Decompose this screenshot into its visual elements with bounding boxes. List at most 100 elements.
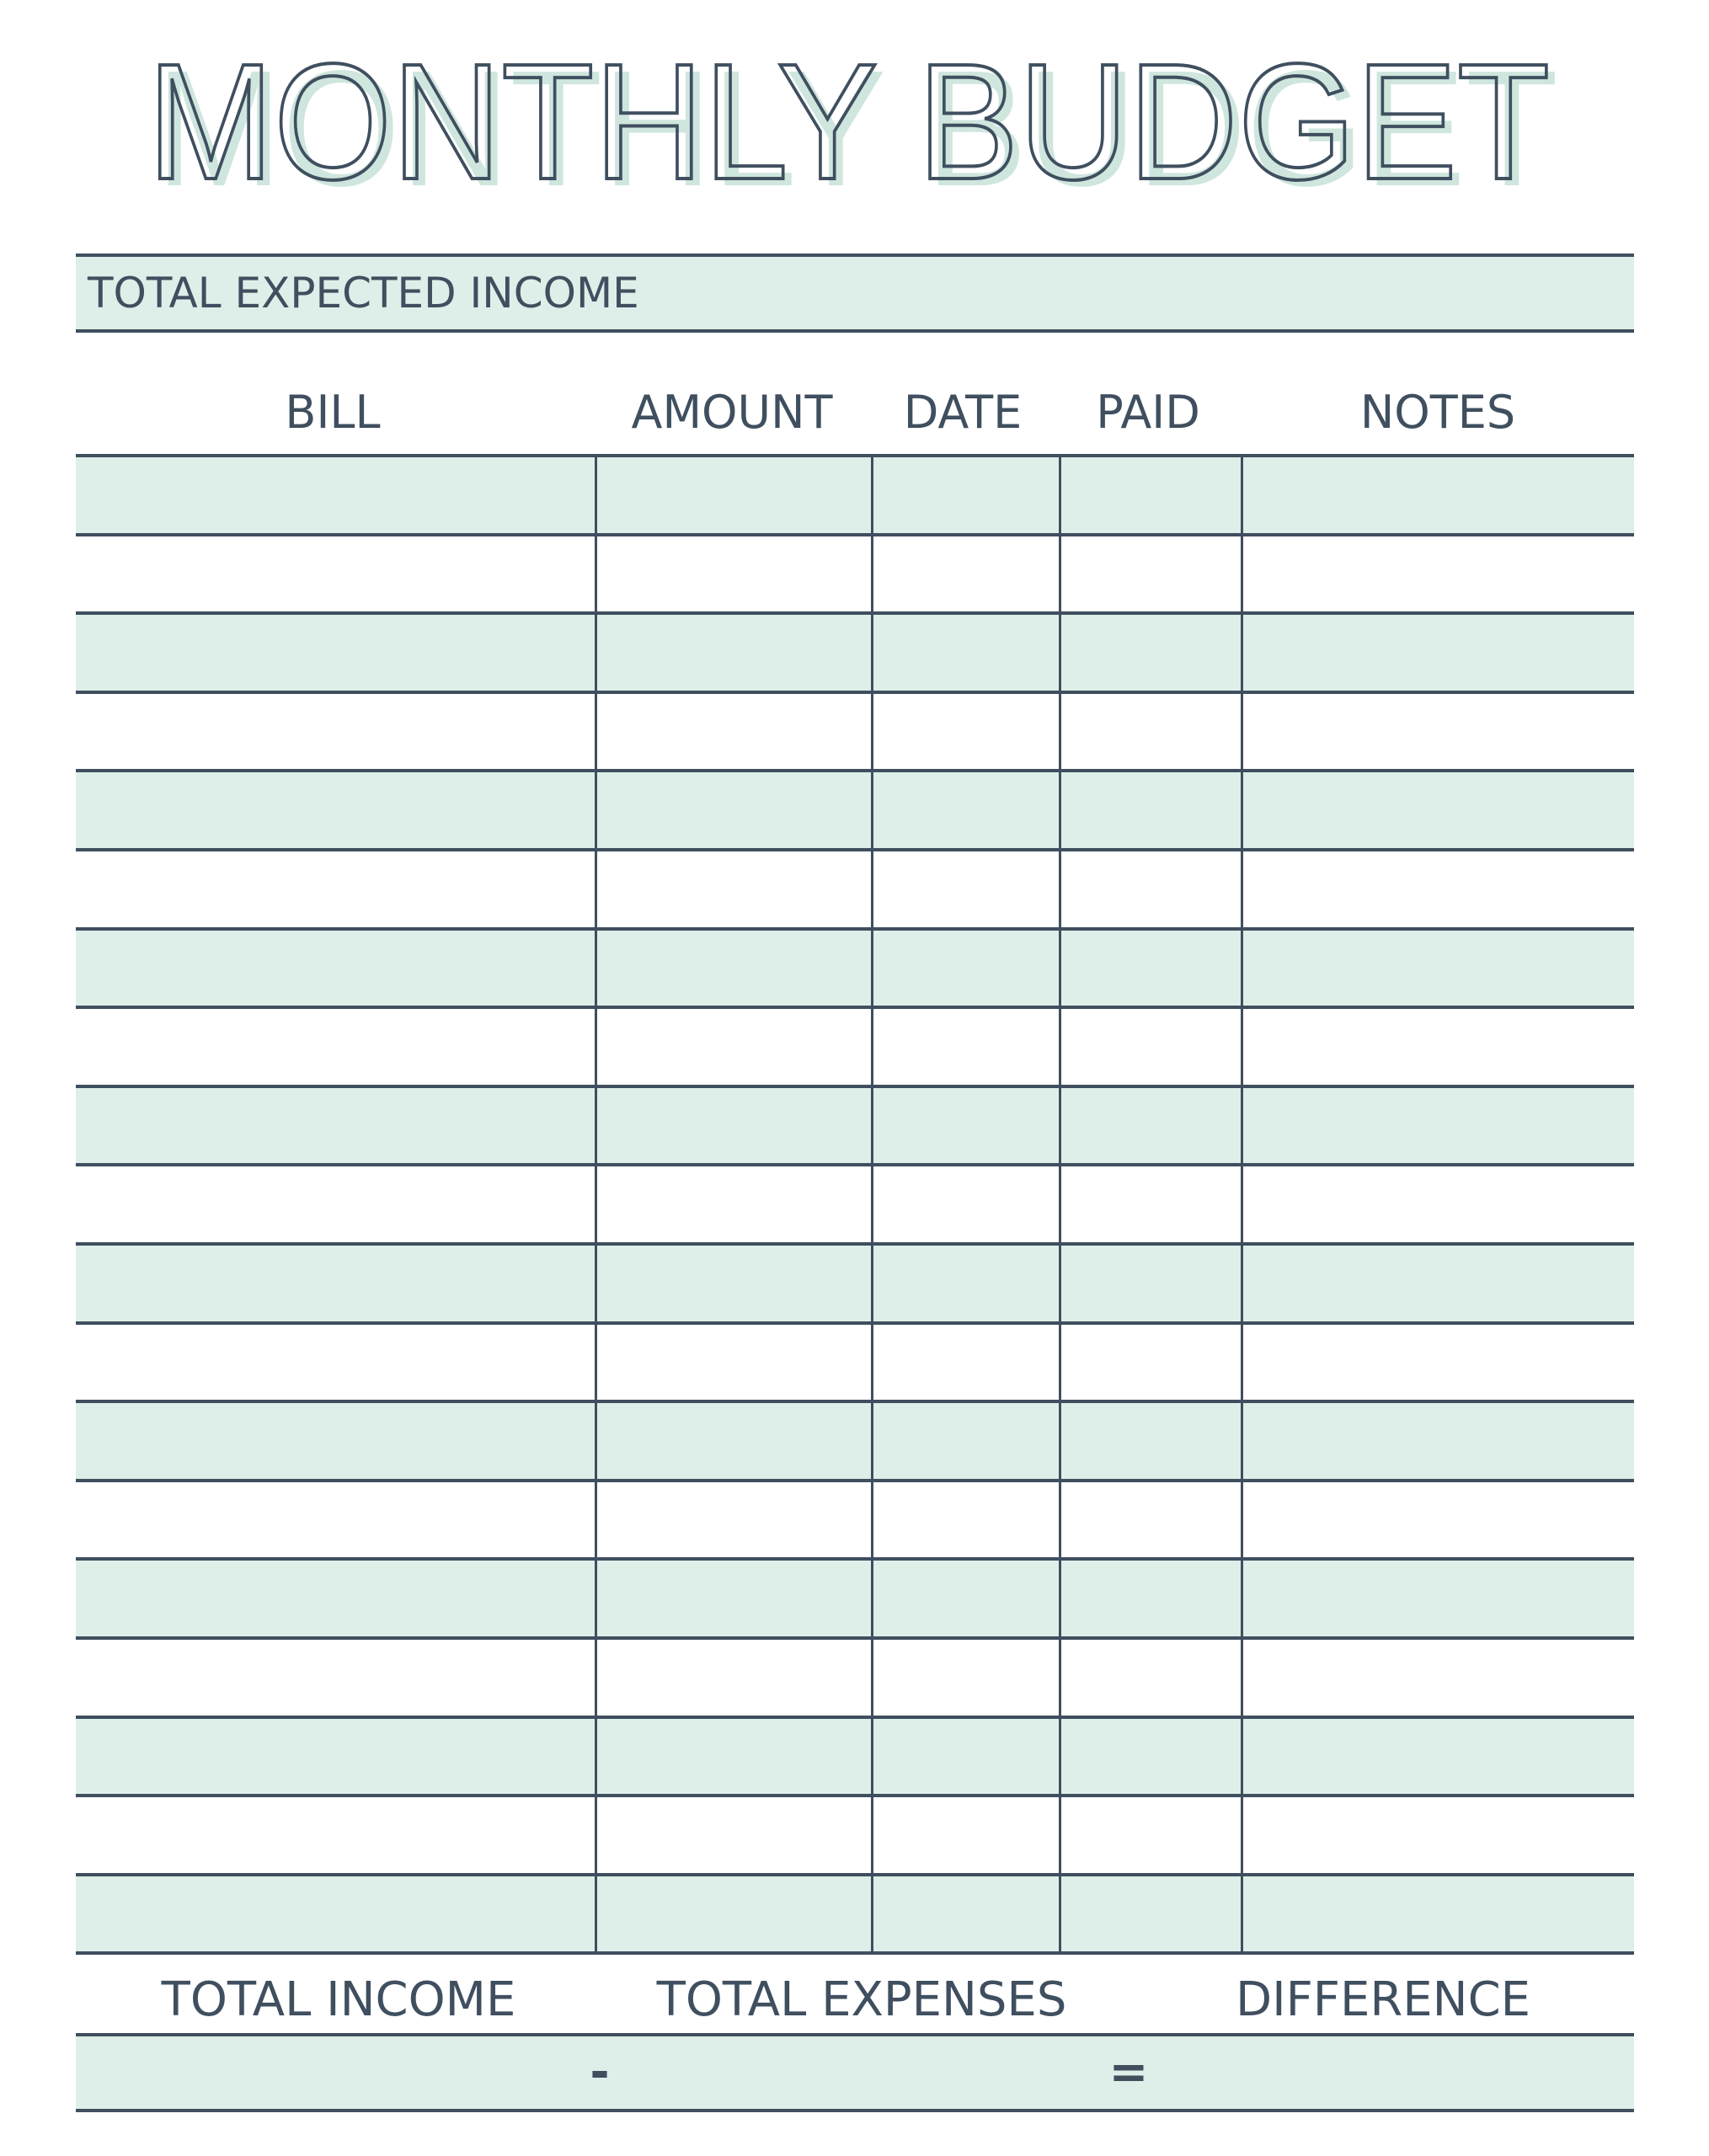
notes-cell[interactable]: [1242, 1246, 1634, 1321]
bill-cell[interactable]: [76, 457, 595, 533]
column-header-date: DATE: [903, 386, 1023, 439]
paid-cell[interactable]: [1060, 615, 1242, 691]
bill-cell[interactable]: [76, 851, 595, 927]
date-cell[interactable]: [872, 615, 1060, 691]
amount-cell[interactable]: [595, 931, 872, 1006]
notes-cell[interactable]: [1242, 615, 1634, 691]
date-cell[interactable]: [872, 1325, 1060, 1401]
date-cell[interactable]: [872, 1482, 1060, 1558]
totals-field[interactable]: - =: [76, 2033, 1634, 2112]
notes-cell[interactable]: [1242, 772, 1634, 848]
amount-cell[interactable]: [595, 772, 872, 848]
paid-cell[interactable]: [1060, 1088, 1242, 1164]
paid-cell[interactable]: [1060, 1009, 1242, 1085]
amount-cell[interactable]: [595, 1719, 872, 1795]
amount-cell[interactable]: [595, 615, 872, 691]
amount-cell[interactable]: [595, 1403, 872, 1479]
notes-cell[interactable]: [1242, 1719, 1634, 1795]
paid-cell[interactable]: [1060, 1325, 1242, 1401]
paid-cell[interactable]: [1060, 1403, 1242, 1479]
amount-cell[interactable]: [595, 1640, 872, 1716]
date-cell[interactable]: [872, 772, 1060, 848]
date-cell[interactable]: [872, 1088, 1060, 1164]
notes-cell[interactable]: [1242, 1166, 1634, 1242]
bill-cell[interactable]: [76, 1797, 595, 1873]
notes-cell[interactable]: [1242, 1088, 1634, 1164]
amount-cell[interactable]: [595, 694, 872, 770]
date-cell[interactable]: [872, 1876, 1060, 1952]
date-cell[interactable]: [872, 1640, 1060, 1716]
amount-cell[interactable]: [595, 1797, 872, 1873]
date-cell[interactable]: [872, 1403, 1060, 1479]
date-cell[interactable]: [872, 851, 1060, 927]
notes-cell[interactable]: [1242, 1876, 1634, 1952]
bill-cell[interactable]: [76, 772, 595, 848]
date-cell[interactable]: [872, 1166, 1060, 1242]
paid-cell[interactable]: [1060, 457, 1242, 533]
notes-cell[interactable]: [1242, 1482, 1634, 1558]
paid-cell[interactable]: [1060, 1876, 1242, 1952]
bill-cell[interactable]: [76, 1719, 595, 1795]
date-cell[interactable]: [872, 1797, 1060, 1873]
notes-cell[interactable]: [1242, 931, 1634, 1006]
date-cell[interactable]: [872, 694, 1060, 770]
paid-cell[interactable]: [1060, 1246, 1242, 1321]
bill-cell[interactable]: [76, 615, 595, 691]
notes-cell[interactable]: [1242, 1009, 1634, 1085]
notes-cell[interactable]: [1242, 1325, 1634, 1401]
amount-cell[interactable]: [595, 851, 872, 927]
amount-cell[interactable]: [595, 1325, 872, 1401]
paid-cell[interactable]: [1060, 1719, 1242, 1795]
bill-cell[interactable]: [76, 931, 595, 1006]
amount-cell[interactable]: [595, 1009, 872, 1085]
amount-cell[interactable]: [595, 1088, 872, 1164]
paid-cell[interactable]: [1060, 1561, 1242, 1636]
amount-cell[interactable]: [595, 1482, 872, 1558]
date-cell[interactable]: [872, 1719, 1060, 1795]
bill-cell[interactable]: [76, 1640, 595, 1716]
notes-cell[interactable]: [1242, 457, 1634, 533]
notes-cell[interactable]: [1242, 1561, 1634, 1636]
paid-cell[interactable]: [1060, 1166, 1242, 1242]
notes-cell[interactable]: [1242, 1640, 1634, 1716]
paid-cell[interactable]: [1060, 1482, 1242, 1558]
bill-cell[interactable]: [76, 694, 595, 770]
amount-cell[interactable]: [595, 536, 872, 612]
notes-cell[interactable]: [1242, 694, 1634, 770]
notes-cell[interactable]: [1242, 851, 1634, 927]
bill-cell[interactable]: [76, 536, 595, 612]
date-cell[interactable]: [872, 1561, 1060, 1636]
amount-cell[interactable]: [595, 1166, 872, 1242]
amount-cell[interactable]: [595, 457, 872, 533]
date-cell[interactable]: [872, 536, 1060, 612]
notes-cell[interactable]: [1242, 1797, 1634, 1873]
bill-cell[interactable]: [76, 1403, 595, 1479]
date-cell[interactable]: [872, 931, 1060, 1006]
bill-cell[interactable]: [76, 1166, 595, 1242]
bill-cell[interactable]: [76, 1009, 595, 1085]
total-expected-income-field[interactable]: TOTAL EXPECTED INCOME: [76, 253, 1634, 333]
paid-cell[interactable]: [1060, 1640, 1242, 1716]
table-row: [76, 690, 1634, 770]
notes-cell[interactable]: [1242, 536, 1634, 612]
amount-cell[interactable]: [595, 1246, 872, 1321]
bill-cell[interactable]: [76, 1482, 595, 1558]
amount-cell[interactable]: [595, 1876, 872, 1952]
amount-cell[interactable]: [595, 1561, 872, 1636]
paid-cell[interactable]: [1060, 1797, 1242, 1873]
paid-cell[interactable]: [1060, 694, 1242, 770]
paid-cell[interactable]: [1060, 851, 1242, 927]
date-cell[interactable]: [872, 457, 1060, 533]
paid-cell[interactable]: [1060, 772, 1242, 848]
paid-cell[interactable]: [1060, 536, 1242, 612]
date-cell[interactable]: [872, 1009, 1060, 1085]
bill-cell[interactable]: [76, 1561, 595, 1636]
bill-cell[interactable]: [76, 1088, 595, 1164]
date-cell[interactable]: [872, 1246, 1060, 1321]
bill-cell[interactable]: [76, 1246, 595, 1321]
bill-cell[interactable]: [76, 1325, 595, 1401]
table-row: [76, 1400, 1634, 1479]
notes-cell[interactable]: [1242, 1403, 1634, 1479]
paid-cell[interactable]: [1060, 931, 1242, 1006]
bill-cell[interactable]: [76, 1876, 595, 1952]
